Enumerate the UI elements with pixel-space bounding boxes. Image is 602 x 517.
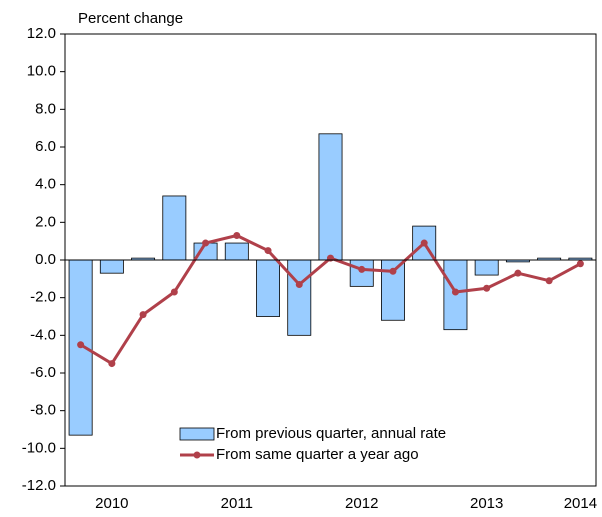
line-marker <box>451 288 459 296</box>
line-marker <box>108 360 116 368</box>
y-tick-label: 12.0 <box>27 25 56 42</box>
x-tick-label: 2012 <box>345 495 378 512</box>
line-marker <box>77 341 85 349</box>
bar <box>349 259 374 287</box>
line-marker <box>327 254 334 262</box>
legend-swatch <box>193 451 201 459</box>
y-tick-label: 8.0 <box>35 100 56 117</box>
y-tick-label: -4.0 <box>30 326 56 343</box>
line-marker <box>389 267 397 275</box>
x-tick-label: 2010 <box>95 495 128 512</box>
line-marker <box>576 260 584 268</box>
bar <box>474 259 499 276</box>
x-tick-label: 2011 <box>221 495 253 512</box>
line-marker <box>295 280 303 288</box>
line-marker <box>139 311 147 319</box>
legend-label: From previous quarter, annual rate <box>216 425 446 442</box>
line-marker <box>233 232 241 240</box>
line-marker <box>202 239 210 247</box>
x-tick-label: 2013 <box>470 495 503 512</box>
line-marker <box>483 284 491 292</box>
bar <box>162 195 187 261</box>
y-tick-label: 6.0 <box>35 138 56 155</box>
y-tick-label: 0.0 <box>35 251 56 268</box>
legend-label: From same quarter a year ago <box>216 446 419 463</box>
bar <box>99 259 124 274</box>
y-tick-label: -6.0 <box>30 364 56 381</box>
y-tick-label: 10.0 <box>27 63 56 80</box>
line-marker <box>420 239 428 247</box>
bar <box>287 259 312 336</box>
y-tick-label: 2.0 <box>35 213 56 230</box>
y-tick-label: -2.0 <box>30 289 56 306</box>
legend-swatch <box>179 427 215 441</box>
bar <box>256 259 280 317</box>
y-tick-label: 4.0 <box>35 176 56 193</box>
x-tick-label: 2014 <box>564 495 597 512</box>
line-marker <box>170 288 178 296</box>
line-marker <box>545 277 553 285</box>
y-tick-label: -12.0 <box>22 477 56 494</box>
y-axis-title: Percent change <box>78 10 183 27</box>
bar <box>318 133 343 261</box>
line-marker <box>514 269 522 277</box>
line-marker <box>264 247 272 255</box>
bar <box>224 242 249 261</box>
y-tick-label: -10.0 <box>22 439 56 456</box>
line-marker <box>358 265 366 273</box>
y-tick-label: -8.0 <box>30 402 56 419</box>
